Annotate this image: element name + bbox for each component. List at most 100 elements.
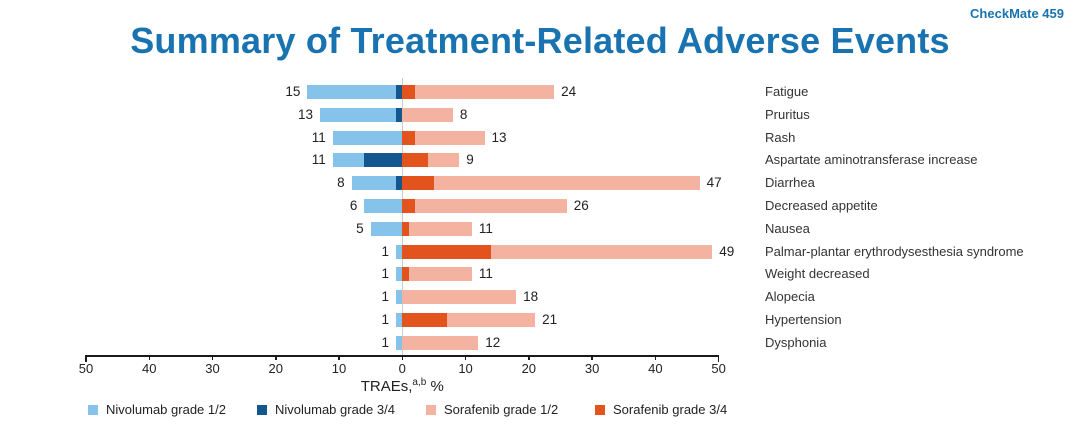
x-axis-tick-label: 30 — [205, 361, 220, 376]
legend-label: Nivolumab grade 3/4 — [275, 402, 395, 417]
category-label: Fatigue — [765, 84, 809, 99]
sorafenib-grade34-segment — [402, 153, 428, 168]
legend-swatch — [257, 404, 267, 415]
sorafenib-total-label: 13 — [491, 129, 507, 145]
x-axis-tick-label: 40 — [648, 361, 663, 376]
x-axis-title-superscript: a,b — [412, 377, 427, 388]
nivolumab-grade12-segment — [351, 176, 396, 191]
legend-swatch — [595, 404, 605, 415]
legend-item: Nivolumab grade 1/2 — [88, 402, 226, 417]
nivolumab-total-label: 11 — [311, 152, 326, 168]
sorafenib-total-label: 11 — [478, 266, 493, 282]
study-badge: CheckMate 459 — [970, 6, 1064, 21]
page-title: Summary of Treatment-Related Adverse Eve… — [130, 20, 950, 61]
sorafenib-grade34-segment — [402, 244, 491, 259]
nivolumab-grade34-segment — [395, 176, 403, 191]
category-label: Dysphonia — [765, 334, 827, 350]
nivolumab-grade12-segment — [370, 221, 403, 236]
sorafenib-grade12-segment — [446, 313, 536, 327]
x-axis-title: TRAEs,a,b % — [292, 377, 512, 395]
legend-label: Nivolumab grade 1/2 — [106, 402, 226, 417]
x-axis-tick-label: 20 — [521, 361, 537, 376]
x-axis-tick — [717, 355, 720, 362]
nivolumab-total-label: 13 — [298, 106, 314, 122]
nivolumab-grade12-segment — [395, 267, 403, 282]
nivolumab-grade12-segment — [320, 107, 396, 122]
nivolumab-total-label: 1 — [381, 334, 389, 350]
nivolumab-total-label: 1 — [381, 243, 389, 259]
sorafenib-total-label: 11 — [478, 220, 493, 236]
sorafenib-grade12-segment — [408, 221, 472, 236]
sorafenib-grade12-segment — [433, 176, 700, 191]
legend-swatch — [426, 404, 436, 415]
nivolumab-grade34-segment — [364, 153, 403, 168]
x-axis-tick-label: 50 — [78, 361, 94, 376]
nivolumab-grade12-segment — [395, 244, 403, 259]
sorafenib-grade34-segment — [402, 176, 434, 191]
category-label: Palmar-plantar erythrodysesthesia syndro… — [765, 243, 1024, 259]
nivolumab-total-label: 15 — [285, 84, 301, 99]
category-label: Aspartate aminotransferase increase — [765, 152, 978, 168]
sorafenib-grade34-segment — [402, 130, 415, 145]
category-label: Alopecia — [765, 289, 815, 305]
legend-label: Sorafenib grade 3/4 — [613, 402, 728, 417]
sorafenib-grade34-segment — [402, 221, 409, 236]
nivolumab-grade12-segment — [395, 290, 403, 305]
x-axis-tick-label: 10 — [458, 361, 473, 376]
nivolumab-grade12-segment — [332, 153, 365, 168]
sorafenib-total-label: 18 — [523, 289, 539, 305]
nivolumab-total-label: 6 — [349, 198, 358, 213]
x-axis-tick-label: 30 — [584, 361, 600, 376]
x-axis-tick-label: 10 — [331, 361, 347, 376]
nivolumab-grade12-segment — [395, 335, 403, 350]
x-axis-tick — [401, 355, 404, 360]
sorafenib-total-label: 9 — [466, 152, 474, 168]
x-axis-tick — [654, 355, 657, 360]
sorafenib-grade12-segment — [414, 130, 485, 145]
nivolumab-grade12-segment — [364, 199, 403, 213]
x-axis-tick — [148, 355, 150, 360]
x-axis-tick-label: 40 — [142, 361, 157, 376]
nivolumab-grade12-segment — [395, 313, 403, 327]
x-axis-title-main: TRAEs, — [360, 378, 413, 395]
nivolumab-grade12-segment — [332, 130, 403, 145]
sorafenib-grade12-segment — [402, 107, 453, 122]
sorafenib-grade12-segment — [414, 199, 567, 213]
sorafenib-grade12-segment — [408, 267, 472, 282]
x-axis-tick — [591, 355, 593, 360]
nivolumab-grade34-segment — [395, 85, 403, 99]
zero-gridline — [402, 78, 404, 355]
category-label: Hypertension — [765, 312, 842, 327]
nivolumab-total-label: 1 — [381, 266, 389, 282]
sorafenib-grade34-segment — [402, 199, 415, 213]
sorafenib-grade12-segment — [402, 290, 517, 305]
sorafenib-grade12-segment — [414, 85, 555, 99]
sorafenib-grade12-segment — [402, 335, 479, 350]
category-label: Pruritus — [765, 106, 810, 122]
x-axis-tick — [338, 355, 340, 360]
sorafenib-total-label: 24 — [561, 84, 577, 99]
x-axis-tick — [464, 355, 467, 360]
category-label: Nausea — [765, 220, 810, 236]
category-label: Decreased appetite — [765, 198, 878, 213]
legend-item: Sorafenib grade 1/2 — [426, 402, 558, 417]
nivolumab-total-label: 11 — [311, 129, 326, 145]
nivolumab-total-label: 1 — [381, 312, 389, 327]
x-axis-tick-label: 20 — [268, 361, 283, 376]
x-axis-tick-label: 0 — [398, 361, 406, 376]
x-axis-tick — [275, 355, 277, 360]
x-axis-title-unit: % — [426, 378, 444, 395]
sorafenib-total-label: 12 — [485, 334, 501, 350]
category-label: Rash — [765, 129, 796, 145]
nivolumab-grade34-segment — [395, 107, 403, 122]
sorafenib-grade34-segment — [402, 267, 409, 282]
x-axis-tick — [211, 355, 214, 360]
nivolumab-total-label: 1 — [381, 289, 389, 305]
sorafenib-grade34-segment — [402, 85, 415, 99]
nivolumab-total-label: 8 — [337, 175, 345, 191]
x-axis-tick — [85, 355, 87, 362]
sorafenib-total-label: 49 — [719, 243, 735, 259]
sorafenib-total-label: 8 — [459, 106, 468, 122]
legend-label: Sorafenib grade 1/2 — [444, 402, 559, 417]
